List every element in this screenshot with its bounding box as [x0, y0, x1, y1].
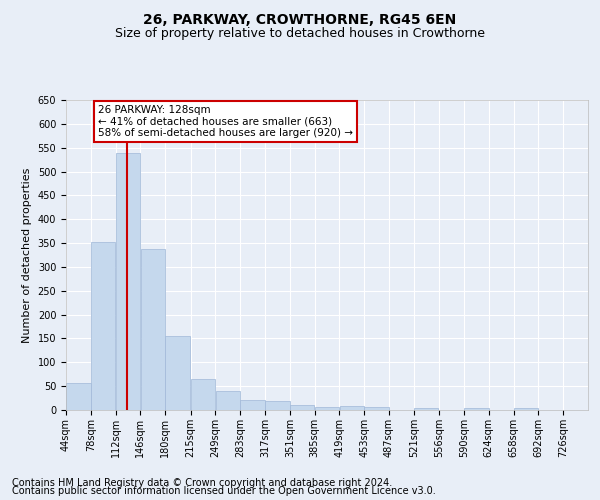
Bar: [290, 405, 314, 410]
Bar: [241, 400, 265, 410]
Bar: [216, 391, 240, 410]
Bar: [464, 408, 488, 410]
Bar: [66, 383, 91, 410]
Text: Contains HM Land Registry data © Crown copyright and database right 2024.: Contains HM Land Registry data © Crown c…: [12, 478, 392, 488]
Text: 26 PARKWAY: 128sqm
← 41% of detached houses are smaller (663)
58% of semi-detach: 26 PARKWAY: 128sqm ← 41% of detached hou…: [98, 105, 353, 138]
Bar: [265, 402, 290, 410]
Text: 26, PARKWAY, CROWTHORNE, RG45 6EN: 26, PARKWAY, CROWTHORNE, RG45 6EN: [143, 12, 457, 26]
Bar: [364, 407, 389, 410]
Bar: [116, 154, 140, 410]
Bar: [140, 249, 165, 410]
Bar: [91, 242, 115, 410]
Text: Size of property relative to detached houses in Crowthorne: Size of property relative to detached ho…: [115, 28, 485, 40]
Y-axis label: Number of detached properties: Number of detached properties: [22, 168, 32, 342]
Bar: [166, 336, 190, 410]
Bar: [315, 407, 339, 410]
Bar: [514, 408, 538, 410]
Text: Contains public sector information licensed under the Open Government Licence v3: Contains public sector information licen…: [12, 486, 436, 496]
Bar: [191, 379, 215, 410]
Bar: [414, 408, 438, 410]
Bar: [340, 406, 364, 410]
